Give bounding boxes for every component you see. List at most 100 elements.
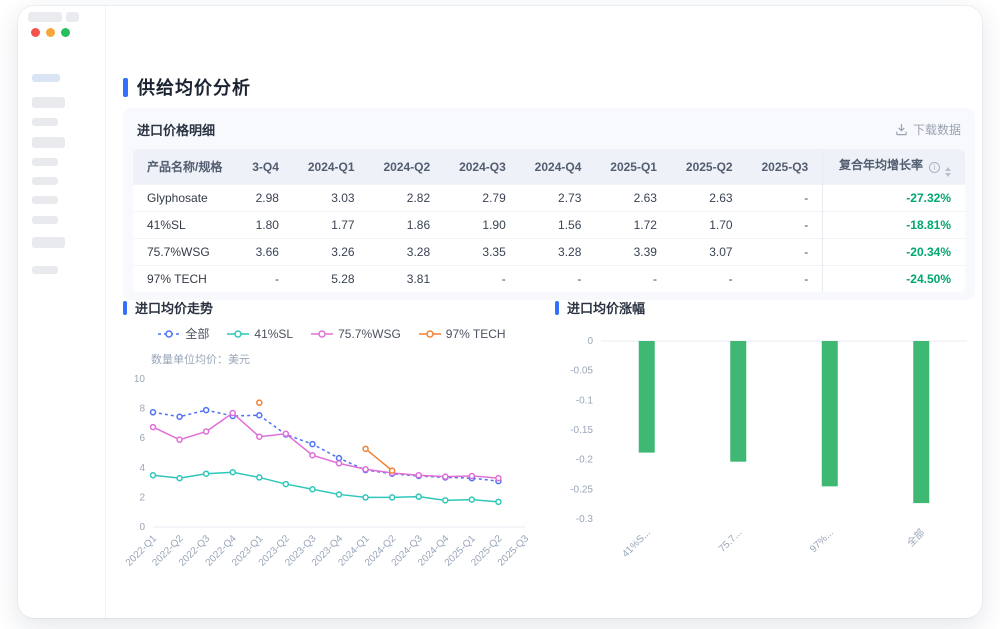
- table-header-row: 产品名称/规格 3-Q4 2024-Q1 2024-Q2 2024-Q3 2024-Q4 2…: [133, 149, 965, 185]
- sidebar-skeleton-bar: [32, 74, 60, 82]
- download-data-button[interactable]: 下载数据: [895, 121, 961, 138]
- column-header-cagr[interactable]: 复合年均增长率: [822, 149, 965, 185]
- line-series-0: [149, 406, 502, 485]
- price-cell: -: [746, 211, 823, 239]
- price-cell: -: [237, 265, 293, 292]
- main-content: 供给均价分析 进口价格明细 下载数据 产品名称/规格 3-Q4 2024-Q1 202…: [106, 6, 982, 618]
- bar-chart-title-text: 进口均价涨幅: [567, 301, 646, 316]
- svg-text:41%S...: 41%S...: [620, 527, 653, 560]
- legend-marker-icon: [227, 329, 250, 338]
- line-series-2: [149, 409, 502, 482]
- price-cell: 1.72: [595, 211, 671, 239]
- window-controls: [31, 28, 70, 37]
- price-cell: 2.98: [237, 184, 293, 212]
- price-cell: 1.80: [237, 211, 293, 239]
- price-cell: -: [444, 265, 520, 292]
- svg-text:6: 6: [139, 433, 145, 444]
- line-series-3: [256, 399, 396, 474]
- price-cell: 1.90: [444, 211, 520, 239]
- svg-text:8: 8: [139, 404, 145, 415]
- legend-item[interactable]: 97% TECH: [418, 327, 506, 341]
- cagr-cell: -24.50%: [822, 265, 965, 292]
- svg-text:-0.05: -0.05: [570, 366, 593, 377]
- svg-text:0: 0: [139, 522, 145, 533]
- bar: [913, 341, 930, 504]
- product-name-cell: 41%SL: [133, 211, 238, 239]
- minimize-window-button[interactable]: [46, 28, 55, 37]
- product-name-cell: Glyphosate: [133, 184, 238, 212]
- line-chart: 02468102022-Q12022-Q22022-Q32022-Q42023-…: [124, 374, 532, 569]
- price-cell: -: [595, 265, 671, 292]
- app-window: 供给均价分析 进口价格明细 下载数据 产品名称/规格 3-Q4 2024-Q1 202…: [18, 6, 982, 618]
- download-label: 下载数据: [912, 123, 961, 137]
- price-cell: 1.56: [519, 211, 596, 239]
- card-title: 进口价格明细: [137, 123, 216, 138]
- table-row: 41%SL 1.80 1.77 1.86 1.90 1.56 1.72 1.70- -18.81…: [133, 211, 965, 239]
- line-chart-title-text: 进口均价走势: [135, 301, 214, 316]
- bar-chart-card: 进口均价涨幅 0 -0.05 -0.1 -0.15 -0.2 -0.25 -0.3 41%S.…: [555, 298, 979, 591]
- product-name-cell: 97% TECH: [133, 265, 238, 292]
- price-cell: 2.63: [595, 184, 671, 212]
- price-cell: 2.82: [368, 184, 445, 212]
- sidebar: [18, 6, 106, 618]
- svg-text:-0.15: -0.15: [570, 425, 593, 436]
- column-header: 产品名称/规格: [133, 149, 238, 185]
- price-cell: 3.81: [368, 265, 445, 292]
- column-header: 2025-Q1: [595, 149, 671, 185]
- sidebar-skeleton-bar: [32, 196, 58, 204]
- line-chart-card: 进口均价走势 全部 41%SL 75.7%WSG 97% TECH 数量单位均价：美元…: [123, 298, 541, 591]
- title-accent-bar: [123, 77, 128, 97]
- sidebar-skeleton-bar: [32, 97, 65, 108]
- page-header: 供给均价分析: [123, 74, 251, 100]
- legend-label: 41%SL: [254, 326, 294, 341]
- legend-label: 全部: [185, 327, 210, 341]
- column-header: 2024-Q1: [292, 149, 369, 185]
- unit-note: 数量单位均价：美元: [151, 354, 250, 366]
- price-cell: 3.35: [444, 238, 520, 266]
- price-cell: -: [670, 265, 747, 292]
- window-skeleton-pill: [66, 12, 79, 22]
- price-cell: 3.26: [292, 238, 369, 266]
- svg-text:2: 2: [139, 492, 145, 503]
- info-icon: [929, 162, 940, 173]
- svg-text:10: 10: [134, 374, 146, 385]
- zoom-window-button[interactable]: [61, 28, 70, 37]
- cagr-cell: -27.32%: [822, 184, 965, 212]
- sidebar-skeleton-bar: [32, 137, 65, 148]
- price-cell: 2.79: [444, 184, 520, 212]
- price-cell: 1.70: [670, 211, 747, 239]
- bar-chart: 0 -0.05 -0.1 -0.15 -0.2 -0.25 -0.3 41%S... 75.7.…: [570, 336, 967, 560]
- price-cell: 3.03: [292, 184, 369, 212]
- svg-text:全部: 全部: [904, 526, 927, 549]
- column-header: 2024-Q3: [444, 149, 520, 185]
- legend-marker-icon: [158, 329, 181, 338]
- svg-text:-0.25: -0.25: [570, 484, 593, 495]
- price-cell: 2.63: [670, 184, 747, 212]
- line-chart-title: 进口均价走势: [123, 298, 541, 317]
- svg-text:75.7...: 75.7...: [717, 527, 744, 554]
- price-cell: 5.28: [292, 265, 369, 292]
- sort-icon[interactable]: [945, 167, 951, 177]
- svg-text:-0.2: -0.2: [576, 455, 594, 466]
- price-cell: 3.39: [595, 238, 671, 266]
- legend-item[interactable]: 41%SL: [227, 327, 293, 341]
- sidebar-skeleton-bar: [32, 118, 58, 126]
- bar: [821, 341, 838, 487]
- svg-text:-0.1: -0.1: [576, 395, 594, 406]
- legend-marker-icon: [311, 329, 334, 338]
- price-cell: -: [746, 238, 823, 266]
- close-window-button[interactable]: [31, 28, 40, 37]
- table-row: Glyphosate 2.98 3.03 2.82 2.79 2.73 2.63 2.63- -…: [133, 184, 965, 212]
- legend-label: 75.7%WSG: [338, 326, 401, 341]
- cagr-cell: -20.34%: [822, 238, 965, 266]
- line-series-1: [149, 468, 502, 506]
- table-row: 97% TECH -5.28 3.81- - - - - -24.50%: [133, 265, 965, 292]
- title-accent-bar: [555, 300, 559, 315]
- legend-item[interactable]: 全部: [158, 325, 209, 342]
- legend-item[interactable]: 75.7%WSG: [311, 327, 401, 341]
- price-cell: 3.07: [670, 238, 747, 266]
- price-cell: 3.66: [237, 238, 293, 266]
- price-cell: 3.28: [368, 238, 445, 266]
- bar: [730, 341, 747, 462]
- price-cell: 2.73: [519, 184, 596, 212]
